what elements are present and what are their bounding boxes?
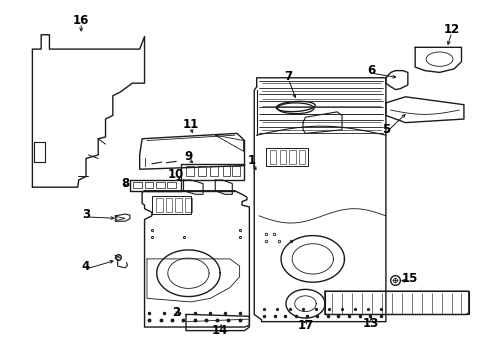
Bar (185, 166, 193, 176)
Bar (198, 166, 205, 176)
Bar (167, 182, 176, 188)
Bar (222, 166, 230, 176)
Bar (133, 182, 142, 188)
Bar (165, 198, 172, 212)
Text: 17: 17 (297, 319, 313, 332)
Text: 5: 5 (381, 123, 389, 136)
Text: 13: 13 (363, 317, 379, 330)
Bar (325, 291, 468, 315)
Text: 14: 14 (211, 324, 228, 337)
Text: 10: 10 (168, 168, 184, 181)
Text: 1: 1 (247, 154, 255, 167)
Text: 15: 15 (401, 272, 418, 285)
Bar (289, 150, 295, 163)
Bar (175, 198, 182, 212)
Text: 12: 12 (443, 23, 459, 36)
Text: 4: 4 (81, 260, 90, 273)
Text: 7: 7 (284, 69, 292, 82)
Bar (210, 166, 218, 176)
Text: 11: 11 (183, 118, 199, 131)
Bar (232, 166, 240, 176)
Bar (299, 150, 305, 163)
Text: 9: 9 (184, 150, 192, 163)
Text: 8: 8 (121, 177, 129, 190)
Bar (184, 198, 191, 212)
Text: 6: 6 (366, 64, 375, 77)
Bar (279, 150, 285, 163)
Bar (156, 182, 164, 188)
Bar (269, 150, 276, 163)
Bar (152, 196, 190, 214)
Bar (144, 182, 153, 188)
Bar (266, 148, 307, 166)
Text: 2: 2 (172, 306, 180, 319)
Text: 16: 16 (73, 14, 89, 27)
Bar (156, 198, 162, 212)
Text: 3: 3 (82, 208, 90, 221)
